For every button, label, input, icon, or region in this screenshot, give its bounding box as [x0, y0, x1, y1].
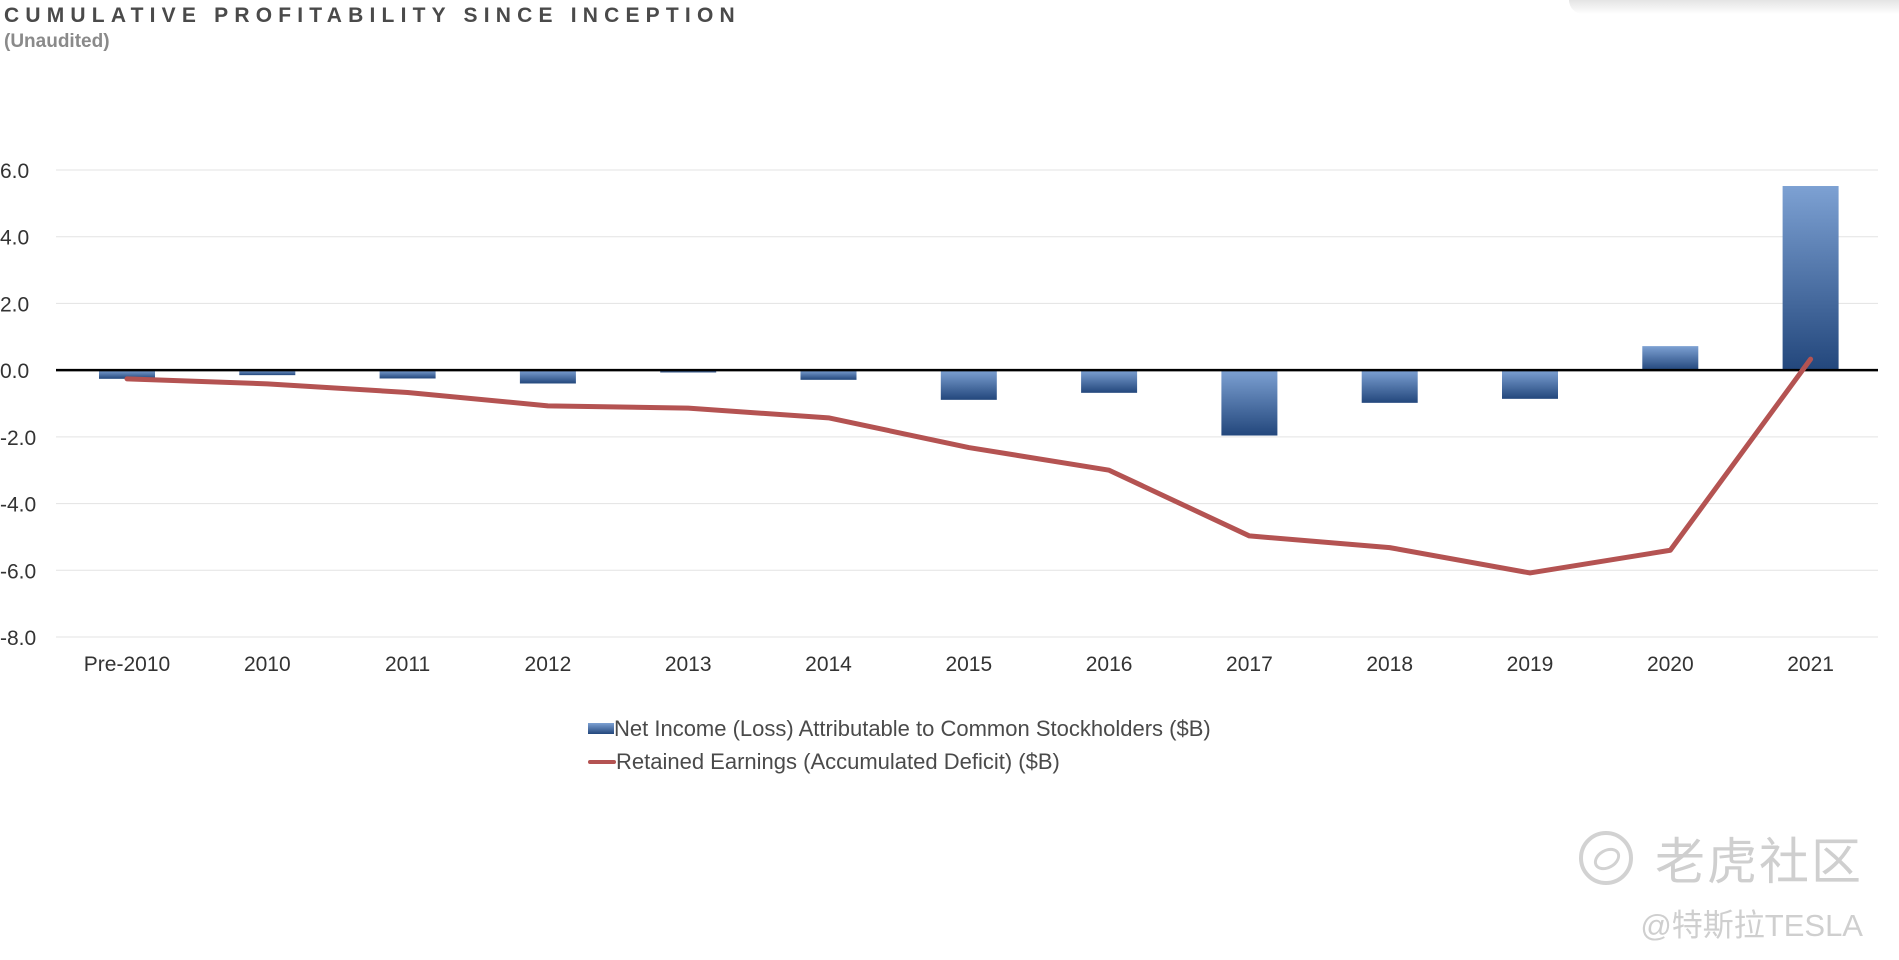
bar-2010	[239, 370, 296, 376]
grid-lines	[56, 169, 1878, 638]
watermark: 老虎社区 @特斯拉TESLA	[1579, 822, 1863, 945]
y-tick-label: 4.0	[0, 227, 29, 250]
legend-line-swatch	[588, 759, 616, 764]
y-tick-label: -6.0	[0, 560, 36, 583]
line-point-2019	[1529, 572, 1531, 574]
bar-2021	[1782, 186, 1839, 371]
x-category-label: Pre-2010	[84, 653, 170, 676]
y-tick-label: -4.0	[0, 494, 36, 517]
bar-2016	[1081, 370, 1138, 393]
x-category-label: 2012	[525, 653, 572, 676]
x-category-label: 2019	[1507, 653, 1554, 676]
x-category-label: 2015	[945, 653, 992, 676]
bar-2014	[800, 370, 857, 380]
y-tick-label: -2.0	[0, 427, 36, 450]
legend-item-net-income: Net Income (Loss) Attributable to Common…	[588, 712, 1211, 745]
x-category-label: 2021	[1787, 653, 1834, 676]
line-point-2017	[1248, 535, 1250, 537]
line-point-2013	[687, 407, 689, 409]
legend-label-retained-earnings: Retained Earnings (Accumulated Deficit) …	[616, 748, 1060, 774]
x-category-label: 2010	[244, 653, 291, 676]
chart-subtitle: (Unaudited)	[4, 31, 110, 52]
line-point-2012	[547, 405, 549, 407]
watermark-brand: 老虎社区	[1655, 834, 1863, 890]
line-point-2018	[1389, 547, 1391, 549]
x-category-label: 2014	[805, 653, 852, 676]
top-right-shadow	[1569, 0, 1899, 14]
bar-series	[99, 186, 1839, 436]
x-category-label: 2017	[1226, 653, 1273, 676]
line-point-2011	[407, 391, 409, 393]
chart-title: CUMULATIVE PROFITABILITY SINCE INCEPTION	[4, 4, 741, 27]
x-category-label: 2020	[1647, 653, 1694, 676]
line-point-2016	[1108, 469, 1110, 471]
line-point-2021	[1810, 358, 1812, 360]
y-tick-label: 6.0	[0, 160, 29, 183]
y-tick-label: -8.0	[0, 627, 36, 650]
line-point-2014	[828, 417, 829, 419]
bar-2020	[1642, 346, 1699, 371]
x-category-label: 2013	[665, 653, 712, 676]
y-axis-ticks: 6.0 4.0 2.0 0.0 -2.0 -4.0 -6.0 -8.0	[0, 160, 36, 650]
bar-2017	[1221, 370, 1278, 436]
line-point-Pre-2010	[126, 378, 128, 380]
y-tick-label: 0.0	[0, 360, 29, 383]
watermark-logo: 老虎社区	[1579, 822, 1863, 894]
tiger-logo-icon	[1579, 831, 1633, 885]
legend: Net Income (Loss) Attributable to Common…	[588, 712, 1211, 778]
line-point-2020	[1669, 549, 1671, 551]
line-point-2015	[968, 447, 970, 449]
y-tick-label: 2.0	[0, 293, 29, 316]
legend-item-retained-earnings: Retained Earnings (Accumulated Deficit) …	[588, 745, 1211, 778]
bar-2019	[1502, 370, 1558, 399]
bar-2015	[940, 370, 997, 400]
legend-label-net-income: Net Income (Loss) Attributable to Common…	[614, 715, 1211, 741]
watermark-handle: @特斯拉TESLA	[1640, 908, 1863, 943]
bar-2018	[1361, 370, 1418, 403]
bar-Pre-2010	[99, 370, 155, 379]
legend-bar-swatch	[588, 723, 614, 734]
x-axis-categories: Pre-2010 2010 2011 2012 2013 2014 2015 2016 2017…	[84, 653, 1834, 676]
line-point-2010	[266, 383, 268, 385]
x-category-label: 2011	[385, 653, 430, 676]
line-series	[124, 356, 1814, 576]
x-category-label: 2016	[1086, 653, 1133, 676]
x-category-label: 2018	[1366, 653, 1413, 676]
bar-2012	[519, 370, 576, 384]
bar-2011	[379, 370, 436, 379]
